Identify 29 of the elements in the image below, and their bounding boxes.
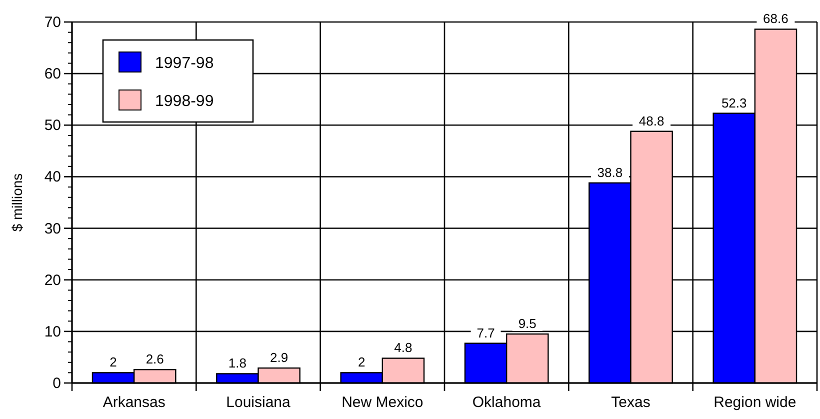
y-tick-label: 50 — [44, 117, 61, 134]
x-tick-label: New Mexico — [342, 394, 424, 411]
y-tick-label: 20 — [44, 272, 61, 289]
x-tick-label: Arkansas — [102, 394, 166, 411]
data-label: 52.3 — [721, 95, 747, 110]
legend-label: 1997-98 — [155, 55, 214, 72]
data-label: 2.6 — [146, 352, 164, 367]
data-label: 48.8 — [638, 113, 664, 128]
data-label: 68.6 — [763, 11, 788, 26]
y-tick-label: 60 — [44, 66, 61, 83]
y-tick-label: 70 — [44, 14, 61, 31]
y-tick-label: 10 — [44, 323, 61, 340]
x-tick-label: Oklahoma — [472, 394, 542, 411]
data-label: 7.7 — [476, 325, 495, 340]
x-tick-label: Louisiana — [226, 394, 292, 411]
data-label: 2 — [110, 354, 117, 370]
y-tick-label: 30 — [44, 220, 61, 238]
x-tick-label: Texas — [611, 394, 650, 411]
y-tick-label: 40 — [44, 168, 61, 186]
data-label: 4.8 — [394, 340, 412, 356]
legend-label: 1998-99 — [155, 93, 214, 110]
data-label: 38.8 — [597, 164, 623, 180]
data-label: 2.9 — [270, 350, 288, 366]
y-axis-title: $ millions — [9, 173, 25, 232]
y-tick-label: 0 — [52, 375, 61, 392]
data-label: 1.8 — [228, 356, 246, 371]
x-tick-label: Region wide — [714, 394, 796, 411]
data-label: 9.5 — [518, 316, 536, 332]
data-label: 2 — [358, 354, 366, 370]
